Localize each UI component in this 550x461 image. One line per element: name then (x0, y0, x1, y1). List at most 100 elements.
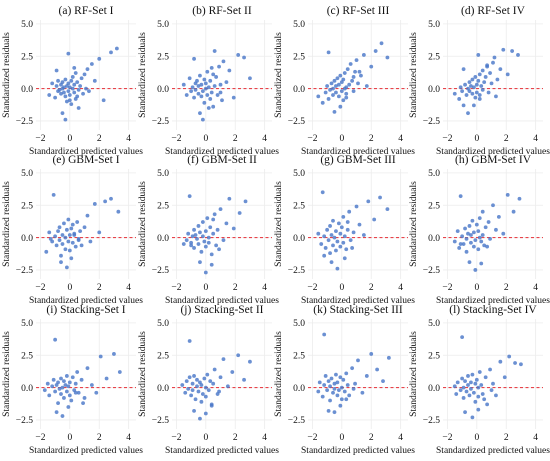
data-point (218, 375, 223, 380)
data-point (379, 41, 384, 46)
data-point (331, 218, 335, 223)
x-tick-label: −2 (307, 433, 317, 443)
data-point (455, 229, 460, 234)
data-point (461, 67, 466, 72)
data-point (75, 94, 80, 99)
data-point (203, 86, 208, 91)
data-point (60, 414, 65, 418)
data-point (76, 106, 81, 110)
data-point (203, 411, 208, 416)
x-tick-label: 0 (203, 283, 208, 293)
data-point (328, 384, 332, 389)
data-point (112, 352, 116, 356)
data-point (329, 376, 334, 381)
x-axis-label: Standardized predicted values (29, 446, 143, 456)
data-point (62, 379, 66, 384)
x-tick-label: −2 (35, 283, 45, 293)
data-point (328, 251, 332, 256)
data-point (498, 67, 503, 72)
data-point (50, 384, 55, 389)
data-point (339, 385, 344, 390)
data-point (381, 379, 385, 384)
data-point (47, 230, 52, 235)
data-point (458, 194, 463, 199)
data-point (198, 260, 202, 265)
data-point (458, 388, 463, 393)
data-point (460, 234, 465, 239)
x-tick-label: 2 (504, 134, 509, 144)
x-tick-label: 4 (533, 134, 538, 144)
data-point (92, 202, 97, 206)
data-point (205, 216, 210, 221)
data-point (479, 84, 484, 88)
x-tick-label: 2 (97, 433, 102, 443)
data-point (335, 76, 340, 81)
data-point (211, 72, 216, 77)
data-point (192, 374, 196, 378)
data-point (338, 104, 343, 109)
data-point (56, 78, 60, 83)
data-point (334, 90, 338, 95)
data-point (338, 244, 343, 249)
data-point (469, 240, 473, 245)
data-point (70, 86, 75, 91)
y-tick-label: 2.5 (21, 351, 33, 361)
data-point (88, 239, 93, 244)
data-point (199, 399, 204, 404)
data-point (344, 91, 349, 96)
data-point (339, 225, 344, 230)
data-point (62, 396, 66, 400)
data-point (109, 50, 113, 55)
data-point (104, 376, 109, 381)
y-tick-label: 5.0 (21, 20, 33, 30)
data-point (54, 84, 59, 88)
data-point (494, 227, 498, 232)
data-point (193, 87, 198, 92)
x-tick-label: −2 (35, 433, 45, 443)
data-point (339, 397, 344, 402)
data-point (492, 55, 497, 60)
data-point (89, 62, 94, 66)
data-point (67, 85, 72, 90)
x-tick-label: 0 (339, 134, 344, 144)
y-tick-label: 2.5 (21, 201, 33, 211)
x-tick-label: 0 (474, 433, 479, 443)
y-tick-label: 0.0 (21, 384, 33, 394)
data-point (341, 77, 346, 82)
data-point (47, 393, 52, 398)
data-point (477, 370, 482, 374)
data-point (57, 87, 62, 92)
x-axis-label: Standardized predicted values (165, 147, 279, 157)
data-point (85, 366, 90, 371)
data-point (332, 78, 337, 83)
x-tick-label: −2 (171, 283, 181, 293)
data-point (336, 82, 341, 87)
data-point (474, 377, 479, 382)
data-point (75, 80, 80, 85)
data-point (187, 375, 192, 380)
data-point (452, 384, 457, 389)
y-tick-label: 2.5 (293, 351, 305, 361)
y-tick-label: −2.5 (288, 117, 305, 127)
data-point (471, 85, 476, 90)
data-point (510, 49, 515, 53)
y-tick-label: 5.0 (293, 20, 305, 30)
x-tick-label: −2 (307, 283, 317, 293)
data-point (505, 192, 510, 197)
data-point (231, 95, 236, 100)
x-axis-label: Standardized predicted values (301, 147, 415, 157)
y-tick-label: 2.5 (21, 52, 33, 62)
data-point (202, 376, 207, 381)
y-tick-label: 5.0 (293, 319, 305, 329)
data-point (332, 109, 337, 114)
data-point (42, 388, 47, 393)
data-point (325, 84, 330, 88)
data-point (483, 375, 488, 380)
data-point (203, 229, 208, 234)
x-tick-label: 2 (233, 283, 238, 293)
data-point (467, 89, 472, 94)
data-point (494, 393, 498, 398)
data-point (473, 95, 478, 100)
data-point (335, 380, 340, 385)
data-point (334, 248, 338, 253)
